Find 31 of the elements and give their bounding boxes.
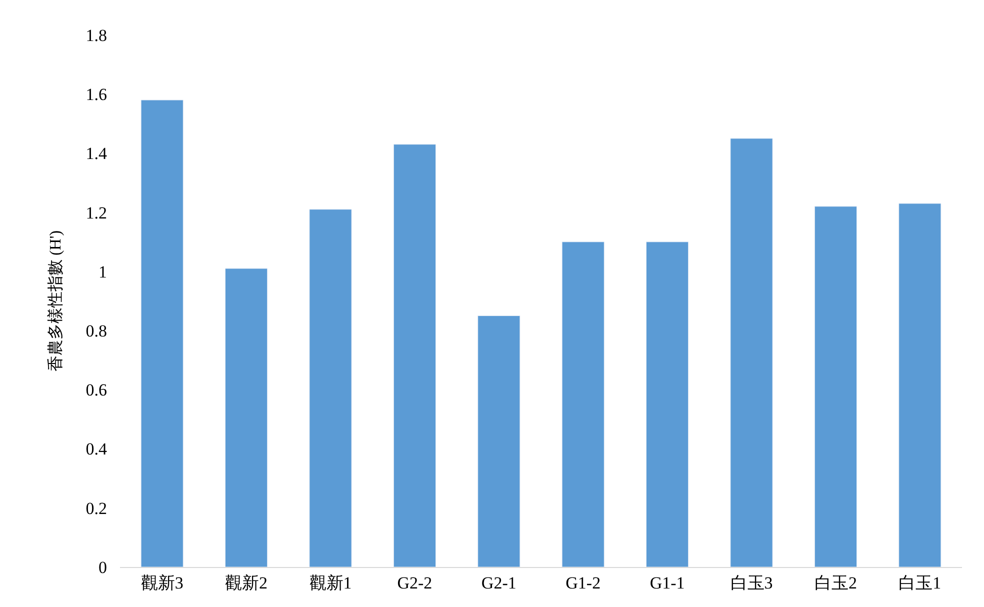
bar [562,242,604,567]
x-tick-label: 觀新2 [225,573,268,592]
x-tick-label: 白玉3 [730,573,773,592]
x-tick-label: G1-2 [566,573,601,592]
y-tick-label: 1.6 [86,85,107,104]
x-tick-label: 白玉1 [898,573,942,592]
x-tick-label: G1-1 [650,573,685,592]
y-tick-label: 0.8 [86,322,107,341]
x-tick-label: 觀新1 [309,573,352,592]
y-tick-label: 1 [98,262,107,282]
bar [225,268,268,567]
y-axis-title: 香農多樣性指數 (H') [46,230,65,372]
x-tick-label: G2-2 [397,573,432,592]
y-tick-label: 0.2 [86,498,107,518]
bar [646,242,689,567]
x-tick-label: 白玉2 [814,573,857,592]
y-tick-label: 1.8 [86,26,107,45]
bar [898,203,942,567]
bar [478,316,520,567]
bar [393,144,436,567]
y-tick-label: 1.4 [86,144,108,164]
y-tick-label: 0 [98,558,107,577]
bar [309,209,352,567]
bar [140,100,184,567]
y-tick-label: 1.2 [86,203,107,222]
bar [730,138,773,567]
y-tick-label: 0.6 [86,380,107,400]
x-tick-label: 觀新3 [140,573,184,592]
bar [814,206,857,567]
x-tick-label: G2-1 [481,573,516,592]
y-tick-label: 0.4 [86,440,108,459]
